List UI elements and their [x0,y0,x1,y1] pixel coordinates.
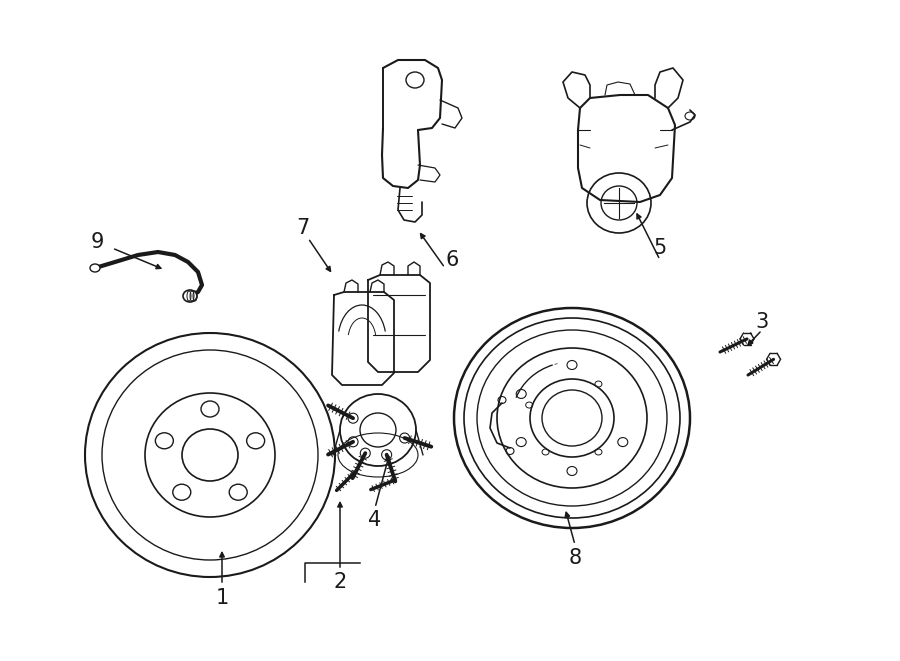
Ellipse shape [90,264,100,272]
Text: 2: 2 [333,572,346,592]
Text: 3: 3 [755,312,769,332]
Text: 7: 7 [296,218,310,238]
Text: 5: 5 [653,238,667,258]
Text: 6: 6 [446,250,459,270]
Text: 1: 1 [215,588,229,608]
Ellipse shape [183,290,197,302]
Text: 8: 8 [569,548,581,568]
Text: 4: 4 [368,510,382,530]
Text: 9: 9 [90,232,104,252]
